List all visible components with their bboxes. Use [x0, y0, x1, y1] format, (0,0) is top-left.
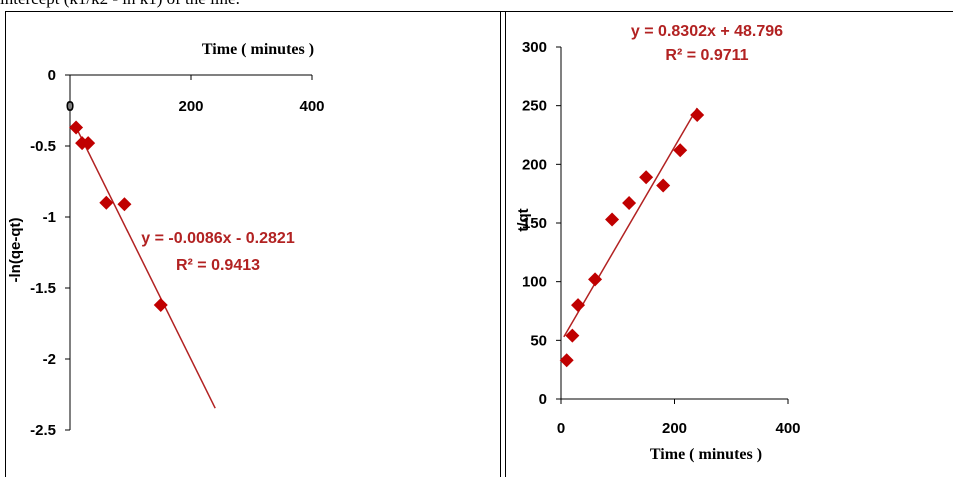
- frame-left-rule: [5, 11, 6, 477]
- right-chart-x-tick-label: 200: [662, 420, 687, 437]
- right-chart-r-squared-label: R² = 0.9711: [665, 47, 748, 64]
- left-chart-data-point: [99, 195, 114, 210]
- left-chart-x-tick-label: 0: [66, 98, 74, 115]
- left-chart-r-squared-label: R² = 0.9413: [176, 257, 260, 274]
- left-chart-x-tick-label: 200: [178, 98, 203, 115]
- frame-divider-rule-1: [500, 11, 501, 477]
- right-chart-data-point: [690, 108, 705, 123]
- left-chart-y-tick-label: -1: [43, 209, 56, 226]
- right-chart-data-point: [588, 272, 603, 287]
- right-chart-trendline: [563, 107, 698, 338]
- left-chart-y-tick-label: -2: [43, 351, 56, 368]
- right-chart-data-point: [559, 353, 574, 368]
- left-chart-data-point: [153, 298, 168, 313]
- right-chart-y-tick-label: 50: [530, 332, 547, 349]
- right-chart-y-tick-label: 200: [522, 156, 547, 173]
- frame-top-rule: [5, 11, 953, 12]
- left-chart-data-point: [69, 120, 84, 135]
- right-chart-y-axis-title: t/qt: [515, 208, 532, 231]
- right-chart-data-point: [622, 196, 637, 211]
- pseudo-second-order-chart: y = 0.8302x + 48.796 R² = 0.9711 t/qt Ti…: [515, 23, 801, 463]
- pseudo-first-order-chart: Time ( minutes ) -ln(qe-qt) 0 -0.5 -1 -1.5 -…: [7, 41, 325, 439]
- left-chart-y-axis-title: -ln(qe-qt): [7, 218, 24, 283]
- right-chart-y-tick-label: 300: [522, 39, 547, 56]
- right-chart-data-point: [639, 170, 654, 185]
- right-chart-x-tick-label: 400: [775, 420, 800, 437]
- right-chart-data-point: [605, 212, 620, 227]
- left-chart-y-tick-label: -0.5: [30, 138, 56, 155]
- page-fragment-text: intercept (k1/k2 - ln k1) of the line.: [0, 0, 240, 9]
- left-chart-y-tick-label: -1.5: [30, 280, 56, 297]
- right-chart-data-point: [656, 178, 671, 193]
- right-chart-y-tick-label: 0: [539, 391, 547, 408]
- left-chart-data-point: [117, 197, 132, 212]
- left-chart-x-tick-label: 400: [299, 98, 324, 115]
- right-chart-x-tick-label: 0: [557, 420, 565, 437]
- right-chart-x-axis-title: Time ( minutes ): [650, 446, 762, 463]
- right-chart-y-tick-label: 100: [522, 274, 547, 291]
- frame-divider-rule-2: [505, 11, 506, 477]
- left-chart-y-tick-label: 0: [48, 67, 56, 84]
- left-chart-x-axis-title: Time ( minutes ): [202, 41, 314, 58]
- left-chart-data-point: [81, 136, 96, 151]
- right-chart-equation-label: y = 0.8302x + 48.796: [631, 23, 783, 40]
- left-chart-y-tick-label: -2.5: [30, 422, 56, 439]
- right-chart-data-point: [571, 298, 586, 313]
- right-chart-y-tick-label: 150: [522, 215, 547, 232]
- left-chart-trendline: [75, 126, 216, 409]
- right-chart-data-point: [565, 328, 580, 343]
- right-chart-y-tick-label: 250: [522, 98, 547, 115]
- right-chart-data-point: [673, 143, 688, 158]
- left-chart-equation-label: y = -0.0086x - 0.2821: [141, 230, 295, 247]
